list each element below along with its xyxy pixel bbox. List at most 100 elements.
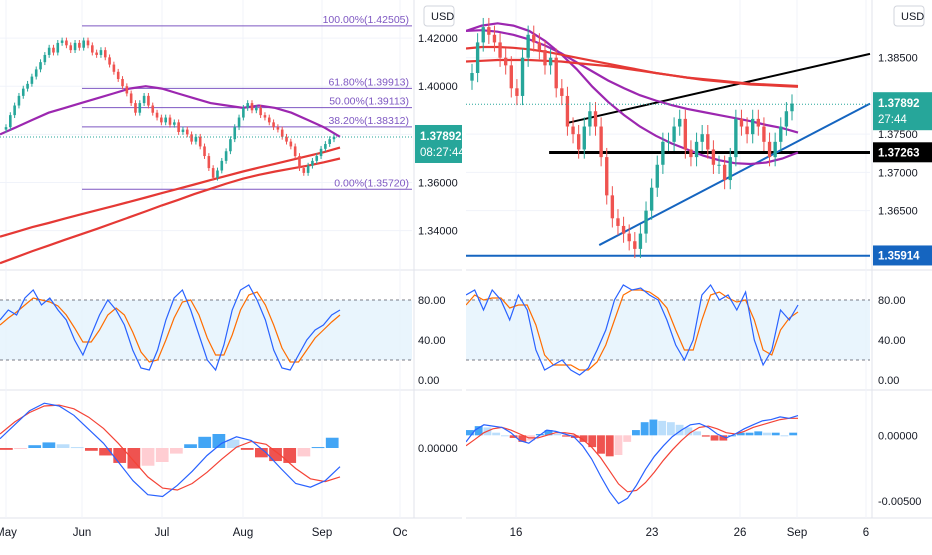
macd-histogram-bar bbox=[553, 434, 562, 436]
macd-histogram-bar bbox=[544, 430, 553, 436]
candle-body bbox=[694, 141, 699, 158]
candle-body bbox=[246, 103, 249, 108]
candle-body bbox=[147, 95, 150, 106]
macd-histogram-bar bbox=[226, 439, 240, 448]
macd-histogram-bar bbox=[509, 435, 518, 438]
macd-histogram-bar bbox=[255, 448, 268, 458]
countdown-timer: 27:44 bbox=[878, 114, 907, 126]
macd-histogram-bar bbox=[570, 435, 579, 438]
candle-body bbox=[565, 95, 570, 127]
candle-body bbox=[255, 107, 258, 111]
candle-body bbox=[610, 195, 615, 219]
candle-body bbox=[582, 126, 586, 150]
macd-tick-label: 0.00000 bbox=[878, 430, 918, 442]
macd-histogram-bar bbox=[42, 442, 56, 448]
macd-histogram-bar bbox=[693, 431, 702, 436]
candle-body bbox=[683, 118, 688, 150]
candle-body bbox=[311, 160, 314, 166]
currency-badge bbox=[893, 5, 925, 27]
candle-body bbox=[160, 117, 163, 123]
price-tick-label: 1.42000 bbox=[418, 33, 458, 45]
candle-body bbox=[790, 103, 794, 112]
candle-body bbox=[324, 144, 327, 149]
countdown-timer: 08:27:44 bbox=[420, 147, 462, 159]
candle-body bbox=[276, 127, 280, 130]
candle-body bbox=[548, 57, 553, 66]
time-tick-label: Jul bbox=[155, 527, 170, 539]
macd-histogram-bar bbox=[155, 448, 169, 462]
macd-histogram-bar bbox=[614, 435, 623, 455]
macd-histogram-bar bbox=[710, 435, 719, 441]
fib-level-label: 100.00%(1.42505) bbox=[323, 14, 409, 26]
right-chart-panel[interactable]: 1.38500 1.37500 1.37000 1.36500 USD 1.37263 1.… bbox=[465, 0, 932, 550]
candle-body bbox=[91, 45, 94, 53]
candle-body bbox=[470, 73, 474, 81]
candle-body bbox=[515, 88, 519, 96]
candle-body bbox=[190, 134, 193, 142]
macd-histogram-bar bbox=[579, 435, 588, 442]
candle-body bbox=[315, 156, 319, 161]
macd-tick-label: -0.00500 bbox=[878, 496, 921, 508]
candle-body bbox=[700, 134, 704, 142]
macd-histogram-bar bbox=[632, 430, 640, 436]
candle-body bbox=[554, 57, 558, 89]
price-tick-label: 1.40000 bbox=[418, 81, 458, 93]
candle-body bbox=[332, 136, 336, 140]
candle-body bbox=[47, 47, 51, 55]
macd-histogram-bar bbox=[311, 447, 325, 449]
moving-average-line bbox=[0, 157, 341, 265]
candle-body bbox=[13, 105, 16, 116]
candle-body bbox=[293, 146, 297, 157]
macd-tick-label: 0.00000 bbox=[418, 443, 458, 455]
candle-body bbox=[605, 157, 609, 196]
candle-body bbox=[739, 118, 744, 127]
macd-histogram-bar bbox=[500, 435, 509, 437]
candle-body bbox=[185, 129, 189, 135]
candle-body bbox=[242, 107, 245, 118]
candle-body bbox=[194, 136, 198, 142]
time-tick-label: Aug bbox=[233, 527, 253, 539]
price-tick-label: 1.38500 bbox=[878, 53, 918, 65]
last-price-badge bbox=[415, 124, 462, 163]
left-chart-svg[interactable]: 1.420001.400001.380001.360001.34000USD10… bbox=[0, 0, 465, 550]
macd-histogram-bar bbox=[745, 432, 754, 436]
macd-line bbox=[465, 415, 799, 505]
candle-body bbox=[220, 160, 224, 171]
candle-body bbox=[475, 42, 480, 73]
macd-histogram-bar bbox=[588, 435, 597, 448]
candle-body bbox=[198, 136, 202, 147]
macd-histogram-bar bbox=[212, 434, 226, 448]
candle-body bbox=[717, 164, 721, 166]
candle-body bbox=[4, 127, 8, 130]
candle-body bbox=[543, 50, 547, 66]
candle-body bbox=[129, 93, 133, 104]
last-price-value: 1.37892 bbox=[420, 131, 462, 143]
candle-body bbox=[302, 168, 306, 173]
candle-body bbox=[756, 118, 761, 127]
candle-body bbox=[263, 115, 267, 118]
candle-body bbox=[576, 134, 581, 150]
candle-body bbox=[599, 126, 603, 158]
macd-histogram-bar bbox=[597, 435, 605, 454]
left-chart-panel[interactable]: 1.420001.400001.380001.360001.34000USD10… bbox=[0, 0, 465, 550]
currency-label: USD bbox=[901, 11, 924, 23]
candle-body bbox=[621, 225, 626, 234]
candle-body bbox=[666, 141, 671, 143]
candle-body bbox=[492, 34, 497, 43]
candle-body bbox=[17, 95, 21, 106]
macd-histogram-bar bbox=[28, 445, 42, 448]
candle-body bbox=[60, 40, 64, 43]
candle-body bbox=[229, 139, 232, 152]
macd-histogram-bar bbox=[789, 432, 798, 436]
price-label-box bbox=[873, 245, 932, 266]
candle-body bbox=[125, 86, 129, 94]
macd-histogram-bar bbox=[684, 427, 693, 436]
right-chart-svg[interactable]: 1.38500 1.37500 1.37000 1.36500 USD 1.37263 1.… bbox=[465, 0, 932, 550]
candle-body bbox=[751, 118, 755, 135]
candle-body bbox=[627, 233, 631, 242]
candle-body bbox=[498, 42, 502, 58]
macd-histogram-bar bbox=[56, 444, 70, 448]
candle-body bbox=[593, 111, 598, 127]
candle-body bbox=[151, 105, 155, 113]
candle-body bbox=[762, 126, 766, 142]
